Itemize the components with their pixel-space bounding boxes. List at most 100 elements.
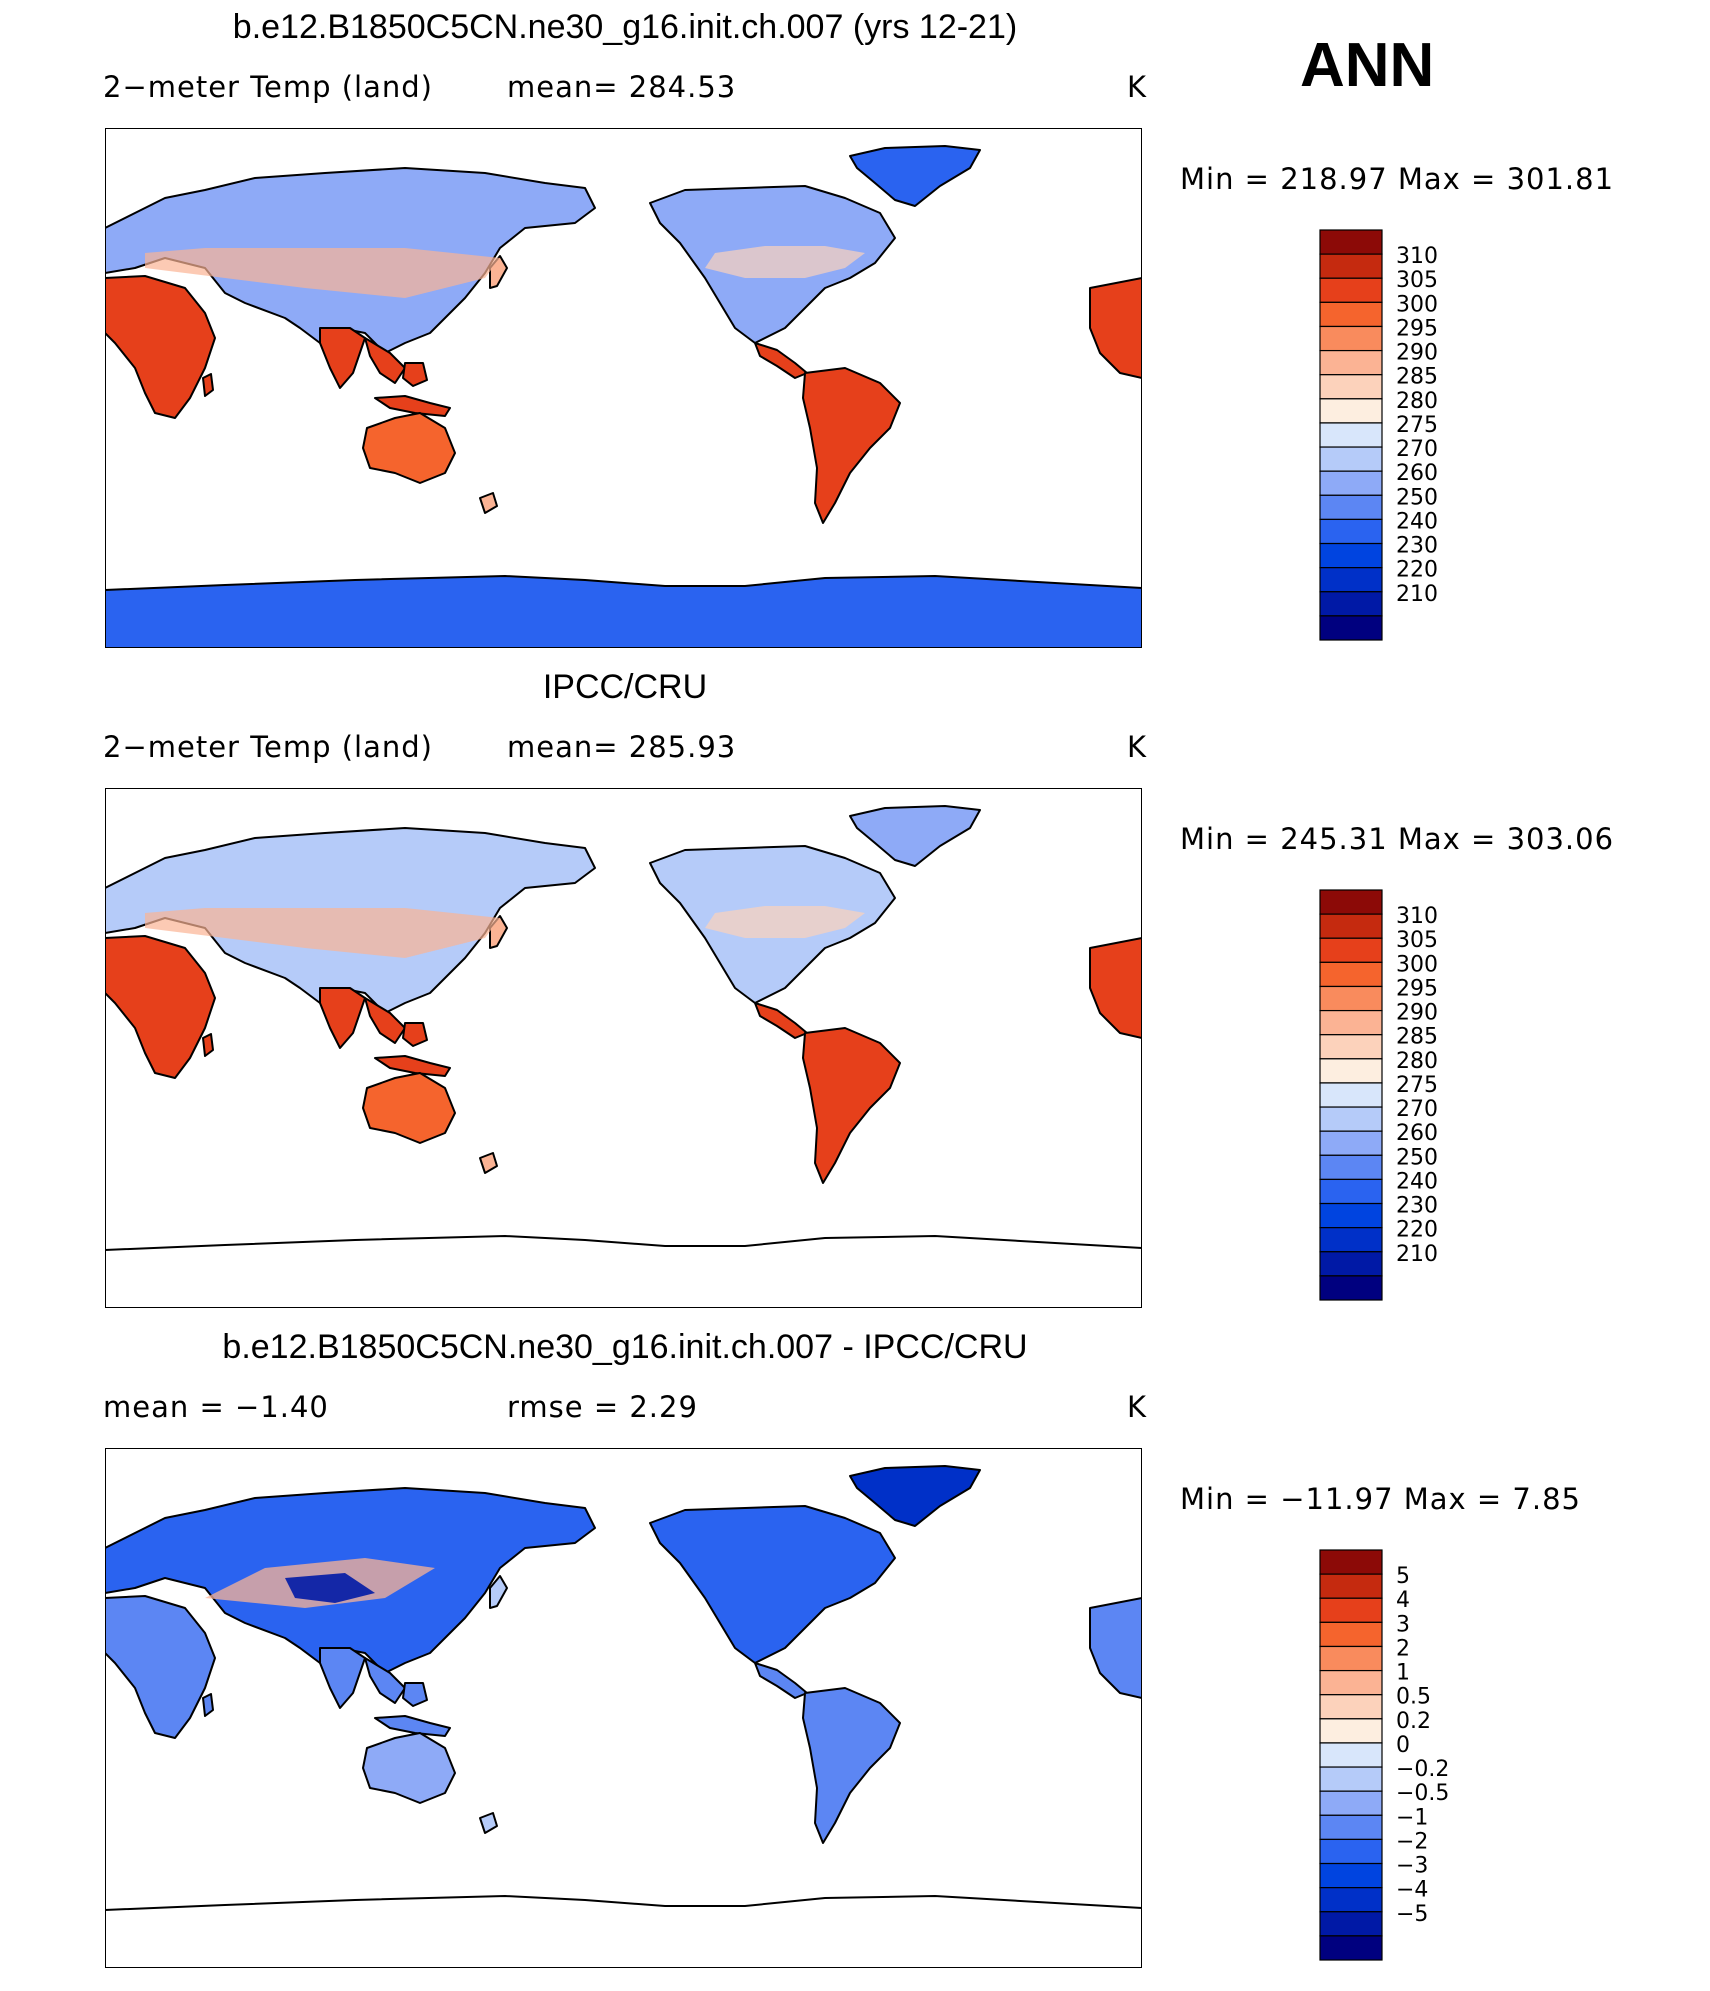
landmass-new-zealand bbox=[479, 1812, 498, 1834]
min-max-label: Min = 218.97 Max = 301.81 bbox=[1180, 162, 1615, 196]
colorbar-tick-label: 3 bbox=[1396, 1612, 1410, 1637]
landmass-africa bbox=[105, 935, 216, 1079]
colorbar-tick-label: 280 bbox=[1396, 389, 1438, 414]
landmass-india bbox=[319, 987, 366, 1049]
colorbar-tick-label: 295 bbox=[1396, 976, 1438, 1001]
panel-title: b.e12.B1850C5CN.ne30_g16.init.ch.007 - I… bbox=[222, 1328, 1028, 1366]
colorbar-tick-label: 310 bbox=[1396, 244, 1438, 269]
colorbar-model: 3103053002952902852802752702602502402302… bbox=[1319, 229, 1438, 641]
colorbar-tick-label: 210 bbox=[1396, 1242, 1438, 1267]
colorbar-tick-label: 230 bbox=[1396, 1194, 1438, 1219]
colorbar-swatch bbox=[1319, 615, 1383, 641]
colorbar-tick-label: 300 bbox=[1396, 952, 1438, 977]
landmass-borneo bbox=[402, 1022, 428, 1047]
colorbar-swatch bbox=[1319, 422, 1383, 448]
colorbar-tick-label: −3 bbox=[1396, 1854, 1428, 1879]
landmass-borneo bbox=[402, 362, 428, 387]
colorbar-swatch bbox=[1319, 1669, 1383, 1696]
landmass-india bbox=[319, 1647, 366, 1709]
colorbar-swatch bbox=[1319, 1009, 1383, 1036]
colorbar-swatch bbox=[1319, 1911, 1383, 1937]
colorbar-tick-label: 4 bbox=[1396, 1588, 1410, 1613]
panel-model: b.e12.B1850C5CN.ne30_g16.init.ch.007 (yr… bbox=[0, 0, 1710, 660]
landmass-w-africa-east bbox=[1089, 1597, 1142, 1699]
landmass-central-america bbox=[754, 342, 808, 379]
colorbar-swatch bbox=[1319, 985, 1383, 1012]
colorbar-swatch bbox=[1319, 229, 1383, 255]
colorbar-swatch bbox=[1319, 1178, 1383, 1205]
colorbar-observations: 3103053002952902852802752702602502402302… bbox=[1319, 889, 1438, 1301]
mean-label: mean = −1.40 bbox=[103, 1390, 329, 1424]
colorbar-tick-label: 0.5 bbox=[1396, 1685, 1431, 1710]
landmass-japan bbox=[489, 1575, 508, 1609]
colorbar-tick-label: 240 bbox=[1396, 1169, 1438, 1194]
panel-difference: b.e12.B1850C5CN.ne30_g16.init.ch.007 - I… bbox=[0, 1320, 1710, 1980]
colorbar-tick-label: 5 bbox=[1396, 1564, 1410, 1589]
colorbar-tick-label: 220 bbox=[1396, 558, 1438, 583]
colorbar-tick-label: 275 bbox=[1396, 413, 1438, 438]
colorbar-tick-label: −0.5 bbox=[1396, 1781, 1449, 1806]
colorbar-tick-label: 280 bbox=[1396, 1049, 1438, 1074]
colorbar-swatch bbox=[1319, 1573, 1383, 1599]
colorbar-swatch bbox=[1319, 1838, 1383, 1865]
colorbar-tick-label: 1 bbox=[1396, 1661, 1410, 1686]
colorbar-tick-label: 275 bbox=[1396, 1073, 1438, 1098]
negative-anomaly-region bbox=[285, 1573, 375, 1603]
colorbar-swatch bbox=[1319, 1058, 1383, 1084]
landmass-australia bbox=[362, 1072, 456, 1144]
min-max-label: Min = 245.31 Max = 303.06 bbox=[1180, 822, 1615, 856]
landmass-antarctica bbox=[105, 1895, 1142, 1911]
landmass-australia bbox=[362, 1732, 456, 1804]
landmass-south-america bbox=[802, 367, 901, 524]
panel-title: b.e12.B1850C5CN.ne30_g16.init.ch.007 (yr… bbox=[232, 8, 1018, 46]
colorbar-tick-label: 220 bbox=[1396, 1218, 1438, 1243]
colorbar-swatch bbox=[1319, 1790, 1383, 1816]
colorbar-swatch bbox=[1319, 1621, 1383, 1648]
landmass-w-africa-east bbox=[1089, 937, 1142, 1039]
landmass-madagascar bbox=[202, 373, 214, 397]
variable-label: 2−meter Temp (land) bbox=[103, 730, 433, 764]
season-label: ANN bbox=[1300, 31, 1435, 100]
panel-title: IPCC/CRU bbox=[542, 668, 708, 706]
colorbar-tick-label: −4 bbox=[1396, 1878, 1428, 1903]
colorbar-swatch bbox=[1319, 1694, 1383, 1720]
landmass-madagascar bbox=[202, 1033, 214, 1057]
warm-band bbox=[145, 248, 500, 298]
colorbar-tick-label: 2 bbox=[1396, 1636, 1410, 1661]
landmass-new-zealand bbox=[479, 492, 498, 514]
mean-label: mean= 285.93 bbox=[507, 730, 737, 764]
landmass-australia bbox=[362, 412, 456, 484]
colorbar-swatch bbox=[1319, 1645, 1383, 1672]
landmass-se-asia bbox=[364, 997, 406, 1044]
landmass-central-america bbox=[754, 1662, 808, 1699]
landmass-se-asia bbox=[364, 337, 406, 384]
mean-label: mean= 284.53 bbox=[507, 70, 737, 104]
colorbar-swatch bbox=[1319, 470, 1383, 496]
landmass-w-africa-east bbox=[1089, 277, 1142, 379]
colorbar-tick-label: 310 bbox=[1396, 904, 1438, 929]
colorbar-swatch bbox=[1319, 398, 1383, 424]
colorbar-swatch bbox=[1319, 494, 1383, 521]
colorbar-tick-label: 305 bbox=[1396, 268, 1438, 293]
colorbar-swatch bbox=[1319, 1935, 1383, 1961]
colorbar-swatch bbox=[1319, 301, 1383, 328]
colorbar-swatch bbox=[1319, 1862, 1383, 1889]
colorbar-tick-label: 230 bbox=[1396, 534, 1438, 559]
warm-band bbox=[145, 908, 500, 958]
colorbar-swatch bbox=[1319, 1106, 1383, 1132]
landmass-south-america bbox=[802, 1027, 901, 1184]
colorbar-swatch bbox=[1319, 1082, 1383, 1108]
colorbar-swatch bbox=[1319, 277, 1383, 303]
colorbar-swatch bbox=[1319, 1718, 1383, 1744]
colorbar-swatch bbox=[1319, 253, 1383, 279]
colorbar-swatch bbox=[1319, 1034, 1383, 1060]
colorbar-swatch bbox=[1319, 1227, 1383, 1253]
colorbar-swatch bbox=[1319, 325, 1383, 352]
colorbar-tick-label: −5 bbox=[1396, 1902, 1428, 1927]
colorbar-tick-label: 240 bbox=[1396, 509, 1438, 534]
colorbar-tick-label: 295 bbox=[1396, 316, 1438, 341]
colorbar-swatch bbox=[1319, 1275, 1383, 1301]
colorbar-tick-label: 210 bbox=[1396, 582, 1438, 607]
